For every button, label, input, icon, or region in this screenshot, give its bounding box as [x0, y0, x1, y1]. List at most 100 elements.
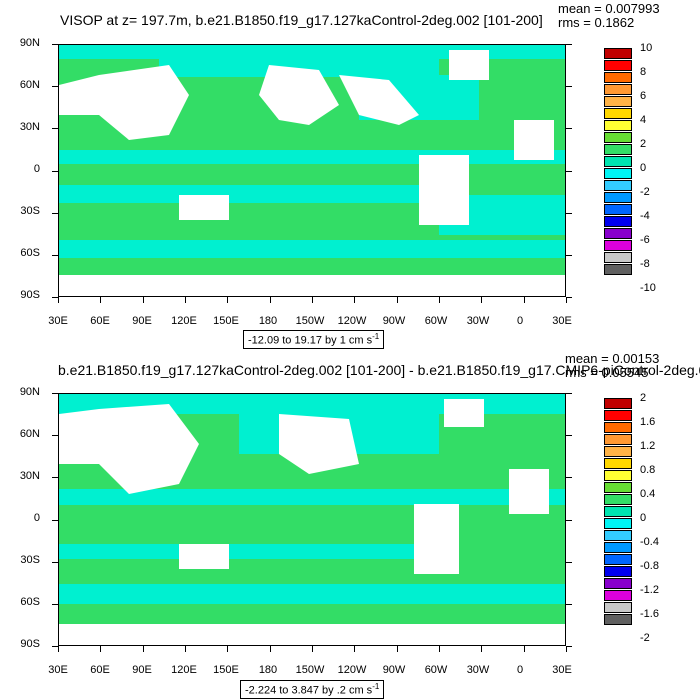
lat-label-30s: 30S — [20, 205, 40, 217]
panel-1-colorbar-cell — [604, 96, 632, 107]
panel-2-lon-tick — [142, 646, 144, 652]
lon-label-150e: 150E — [213, 664, 239, 676]
panel-1-lat-tick — [52, 170, 58, 172]
panel-1-colorbar-cell — [604, 168, 632, 179]
panel-1-colorbar-label: -10 — [640, 282, 656, 294]
panel-2-colorbar-cell — [604, 434, 632, 445]
panel-1-colorbar-label: -6 — [640, 234, 650, 246]
lon-label-30w: 30W — [466, 664, 490, 676]
panel-2-colorbar-label: 0 — [640, 512, 647, 524]
lon-label-90e: 90E — [132, 664, 152, 676]
greenland — [449, 50, 489, 80]
panel-2-colorbar-cell — [604, 470, 632, 481]
panel-2-colorbar-label: -0.4 — [640, 536, 659, 548]
panel-2-colorbar-cell — [604, 614, 632, 625]
equatorial-band — [59, 150, 565, 164]
panel-2-lat-tick — [52, 646, 58, 647]
lat-label-90n: 90N — [19, 386, 40, 398]
lon-label-60w: 60W — [424, 664, 448, 676]
north-america-east — [339, 75, 419, 125]
panel-1-colorbar-cell — [604, 60, 632, 71]
panel-2-colorbar-cell — [604, 494, 632, 505]
panel-1-lon-tick — [227, 297, 229, 303]
panel-2-rms: rms = 0.05545 — [565, 365, 649, 380]
lon-label-120e: 120E — [171, 664, 197, 676]
panel-2-lon-tick — [312, 646, 313, 652]
south-band-1 — [59, 185, 419, 203]
panel-2-colorbar-label: 0.8 — [640, 464, 656, 476]
panel-2-colorbar-cell — [604, 554, 632, 565]
panel-1-lat-tick — [566, 212, 572, 214]
panel-1-lon-tick — [269, 297, 271, 303]
panel-1-colorbar-cell — [604, 108, 632, 119]
panel-1-lon-tick — [312, 297, 313, 303]
lon-label-90w: 90W — [382, 664, 406, 676]
south-america — [419, 155, 469, 225]
lon-label-30e-end: 30E — [552, 315, 572, 327]
lat-label-60n: 60N — [19, 428, 40, 440]
panel-1-colorbar-cell — [604, 120, 632, 131]
panel-1-colorbar-label: 4 — [640, 114, 647, 126]
panel-1-lon-tick — [396, 297, 398, 303]
panel-1-colorbar: 10 8 6 4 2 0 -2 -4 -6 -8 -10 — [604, 42, 674, 294]
africa-landmass — [514, 120, 554, 160]
panel-2-lon-tick — [566, 646, 567, 652]
panel-2-colorbar-label: -0.8 — [640, 560, 659, 572]
panel-1-colorbar-cell — [604, 228, 632, 239]
panel-2-colorbar-cell — [604, 458, 632, 469]
lon-label-180: 180 — [258, 315, 278, 327]
panel-1-colorbar-label: 0 — [640, 162, 647, 174]
lat-label-90s: 90S — [20, 289, 40, 301]
panel-2-lat-tick — [566, 393, 572, 394]
panel-1-lat-tick — [52, 44, 58, 45]
panel-1-lat-tick — [566, 44, 572, 45]
panel-1-range-exponent: -1 — [372, 332, 380, 341]
eurasia-landmass — [59, 404, 199, 494]
panel-1-colorbar-label: -4 — [640, 210, 650, 222]
panel-2-title: b.e21.B1850.f19_g17.127kaControl-2deg.00… — [58, 362, 700, 378]
panel-2-colorbar-label: -1.6 — [640, 608, 659, 620]
panel-2-lat-tick — [52, 435, 58, 437]
panel-1-lon-tick — [185, 297, 186, 303]
panel-2-colorbar-cell — [604, 578, 632, 589]
panel-2-lon-tick — [354, 646, 356, 652]
southern-ocean-band — [59, 584, 565, 604]
equatorial-band — [59, 489, 565, 505]
panel-2-lat-tick — [52, 519, 58, 521]
lat-label-60s: 60S — [20, 596, 40, 608]
arctic-band — [59, 394, 565, 414]
panel-2-colorbar-cell — [604, 542, 632, 553]
panel-1-colorbar-label: 2 — [640, 138, 647, 150]
lon-label-0: 0 — [516, 664, 524, 676]
southern-ocean-band — [59, 240, 565, 258]
panel-2-colorbar-cell — [604, 446, 632, 457]
panel-1-colorbar-label: 6 — [640, 90, 647, 102]
north-america — [279, 414, 359, 474]
lon-label-150e: 150E — [213, 315, 239, 327]
panel-2-colorbar-cell — [604, 482, 632, 493]
panel-2-colorbar-cell — [604, 506, 632, 517]
panel-2-mean: mean = 0.00153 — [565, 351, 660, 366]
panel-1-lat-tick — [566, 297, 572, 298]
panel-1-lat-tick — [566, 86, 572, 88]
panel-1-lat-tick — [566, 128, 572, 130]
panel-2-colorbar-cell — [604, 398, 632, 409]
panel-1-colorbar-cell — [604, 264, 632, 275]
panel-2-contour-range: -2.224 to 3.847 by .2 cm s-1 — [240, 680, 385, 699]
north-america-west — [259, 65, 339, 125]
greenland — [444, 399, 484, 427]
lon-label-120w: 120W — [337, 315, 367, 327]
panel-1-title: VISOP at z= 197.7m, b.e21.B1850.f19_g17.… — [60, 12, 543, 28]
panel-2-lat-tick — [566, 519, 572, 521]
south-band-1 — [59, 544, 419, 559]
lat-label-0: 0 — [33, 163, 40, 175]
panel-2-lon-tick — [185, 646, 186, 652]
panel-1-colorbar-cell — [604, 204, 632, 215]
panel-2-lat-tick — [52, 603, 58, 605]
panel-2-lon-tick — [100, 646, 102, 652]
lon-label-0: 0 — [516, 315, 524, 327]
panel-2-colorbar-cell — [604, 590, 632, 601]
panel-1-lon-tick — [523, 297, 525, 303]
lat-label-60n: 60N — [19, 79, 40, 91]
panel-2-colorbar-label: -2 — [640, 632, 650, 644]
